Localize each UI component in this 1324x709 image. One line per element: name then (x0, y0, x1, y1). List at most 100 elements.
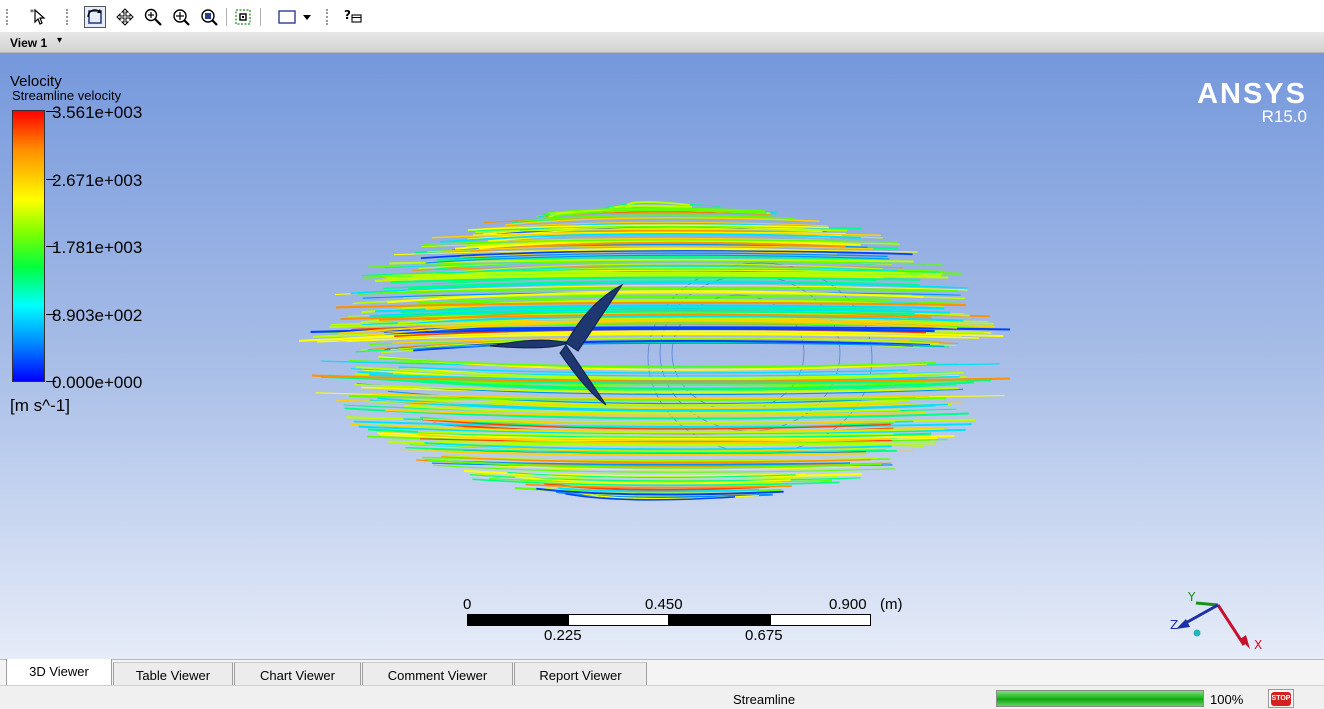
help-icon[interactable]: ? (342, 6, 364, 28)
legend-tick (46, 314, 56, 315)
view-selector[interactable]: View 1 (10, 36, 48, 50)
streamline (312, 374, 1010, 383)
tab-comment-viewer[interactable]: Comment Viewer (362, 662, 513, 686)
rotor-blade (559, 344, 607, 406)
streamline (338, 319, 995, 335)
3d-viewport[interactable]: Velocity Streamline velocity 3.561e+003 … (0, 53, 1324, 659)
view-selector-bar: View 1 ▾ (0, 32, 1324, 53)
viewer-toolbar: * ? (0, 0, 1324, 32)
streamline (451, 462, 860, 471)
progress-fill (997, 691, 1203, 706)
streamline (417, 295, 891, 305)
streamline (361, 315, 964, 327)
x-axis-line (1216, 604, 1246, 646)
streamline (432, 454, 879, 462)
y-axis-label: Y (1187, 590, 1196, 604)
select-icon[interactable]: * (28, 6, 50, 28)
tab-report-viewer[interactable]: Report Viewer (514, 662, 647, 686)
streamline (367, 261, 943, 268)
streamline (369, 308, 951, 318)
ansys-logo: ANSYS (1197, 78, 1307, 110)
rotor-blade (565, 283, 624, 352)
streamline (424, 442, 892, 451)
chevron-down-icon[interactable]: ▾ (57, 35, 63, 46)
scale-segment (669, 614, 770, 626)
scale-label: 0.225 (544, 627, 582, 644)
streamline (438, 252, 888, 261)
legend-tick (46, 246, 56, 247)
streamline (422, 418, 896, 425)
streamline (369, 399, 936, 412)
streamline (428, 458, 882, 469)
toolbar-grip[interactable] (326, 9, 329, 25)
streamline (394, 377, 926, 389)
streamline (387, 290, 924, 304)
streamline (601, 202, 721, 210)
streamline (553, 209, 767, 218)
streamline (298, 330, 1004, 342)
streamline (388, 440, 936, 447)
streamline (609, 204, 692, 210)
stop-button[interactable]: STOP (1268, 689, 1294, 708)
streamline (354, 383, 959, 393)
streamline (398, 366, 908, 374)
tab-table-viewer[interactable]: Table Viewer (113, 662, 233, 686)
streamline-plot[interactable] (0, 53, 1324, 659)
legend-label: 2.671e+003 (52, 171, 143, 190)
streamline (418, 430, 894, 437)
legend-colorbar (12, 110, 56, 382)
streamlines (298, 201, 1011, 501)
streamline (384, 342, 945, 351)
streamline (382, 281, 921, 290)
streamline (556, 490, 773, 499)
streamline (392, 280, 917, 289)
scale-label: 0 (463, 596, 472, 613)
origin-marker (1193, 629, 1201, 637)
toolbar-grip[interactable] (66, 9, 69, 25)
z-axis-line (1181, 603, 1219, 627)
streamline (505, 216, 820, 226)
legend-label: 1.781e+003 (52, 238, 143, 257)
progress-bar (996, 690, 1204, 707)
zoom-box-icon[interactable] (142, 6, 164, 28)
streamline (411, 410, 892, 417)
streamline (467, 224, 829, 231)
streamline (418, 275, 884, 281)
tab-3d-viewer[interactable]: 3D Viewer (6, 659, 112, 686)
streamline (433, 464, 895, 473)
zoom-fit-icon[interactable] (198, 6, 220, 28)
pan-icon[interactable] (114, 6, 136, 28)
fit-view-icon[interactable] (232, 6, 254, 28)
rotate-icon[interactable] (84, 6, 106, 28)
streamline (405, 446, 887, 454)
legend-tick (46, 179, 56, 180)
streamline (431, 276, 877, 285)
z-axis-label: Z (1170, 618, 1178, 632)
tab-chart-viewer[interactable]: Chart Viewer (234, 662, 361, 686)
streamline (466, 472, 839, 481)
streamline (529, 214, 773, 223)
progress-percent: 100% (1210, 692, 1244, 707)
toolbar-grip[interactable] (6, 9, 9, 25)
zoom-in-icon[interactable] (170, 6, 192, 28)
streamline (334, 285, 968, 296)
streamline (425, 263, 883, 275)
streamline (417, 433, 891, 444)
axis-triad[interactable]: X Y Z (1162, 589, 1272, 651)
viewport-layout-icon[interactable] (276, 6, 298, 28)
streamline (386, 273, 942, 280)
streamline (350, 423, 947, 432)
streamline (350, 281, 969, 295)
streamline (400, 306, 912, 314)
legend-label-min: 0.000e+000 (52, 373, 143, 392)
dropdown-arrow-icon[interactable] (300, 6, 314, 28)
streamline (441, 454, 872, 464)
legend-label-max: 3.561e+003 (52, 103, 143, 122)
scale-segment (568, 614, 669, 626)
legend-unit: [m s^-1] (10, 396, 70, 415)
scale-label: 0.900 (829, 596, 867, 613)
streamline (420, 249, 913, 259)
streamline (536, 487, 784, 496)
streamline (335, 301, 966, 309)
